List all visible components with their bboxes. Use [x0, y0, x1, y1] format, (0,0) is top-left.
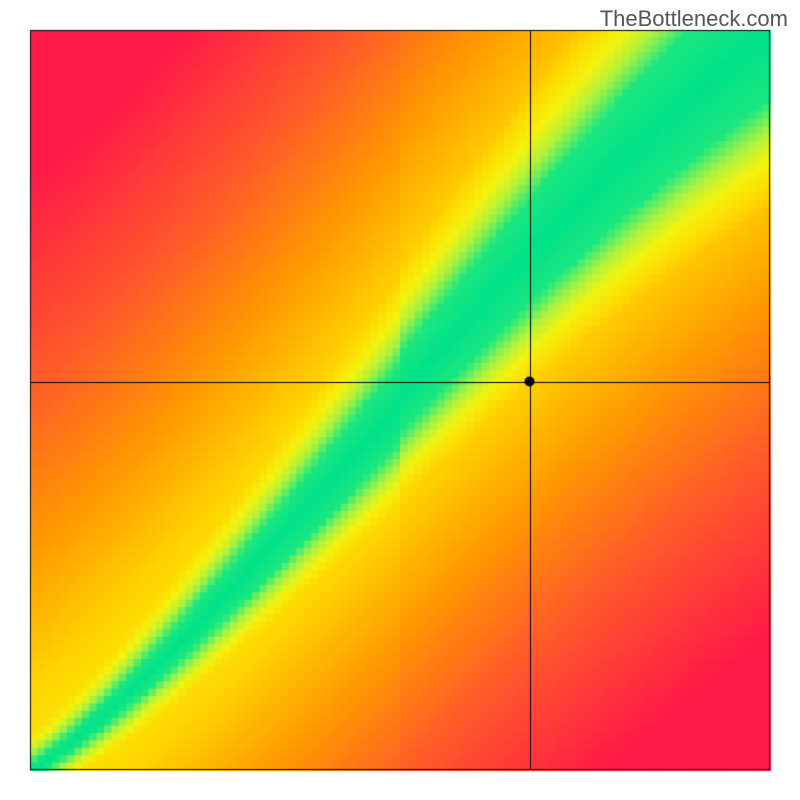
bottleneck-heatmap-canvas [0, 0, 800, 800]
chart-container: TheBottleneck.com [0, 0, 800, 800]
watermark-text: TheBottleneck.com [600, 6, 788, 32]
